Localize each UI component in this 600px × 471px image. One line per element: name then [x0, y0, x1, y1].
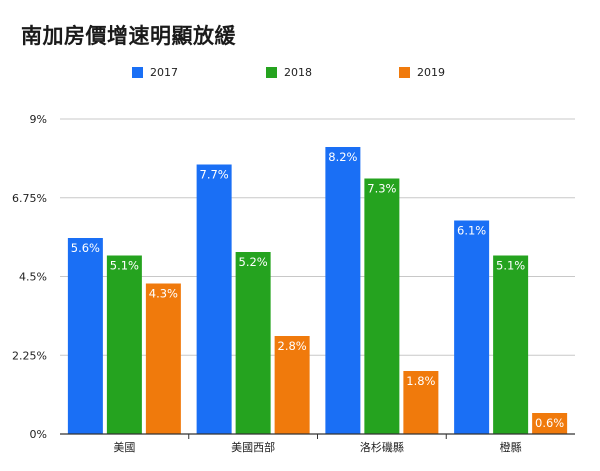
y-tick-label: 2.25%: [12, 349, 47, 362]
data-label: 7.3%: [367, 182, 396, 196]
data-label: 7.7%: [200, 168, 229, 182]
legend-item-2019: 2019: [399, 66, 445, 79]
bar-2017: [325, 147, 361, 434]
legend-label-2018: 2018: [284, 66, 312, 79]
data-label: 8.2%: [328, 150, 357, 164]
bar-2018: [493, 255, 529, 434]
bars: [67, 147, 568, 434]
legend-swatch-2018: [266, 67, 277, 78]
y-tick-label: 0%: [30, 428, 47, 441]
bar-2019: [145, 283, 181, 434]
axes: 0% 2.25% 4.5% 6.75% 9% 美國 美國西部 洛杉磯縣 橙縣: [12, 113, 575, 454]
data-label: 4.3%: [149, 287, 178, 301]
y-tick-label: 6.75%: [12, 192, 47, 205]
data-label: 6.1%: [457, 224, 486, 238]
legend: 2017 2018 2019: [0, 66, 600, 82]
legend-swatch-2019: [399, 67, 410, 78]
data-label: 0.6%: [535, 416, 564, 430]
bar-2019: [532, 413, 568, 434]
legend-item-2018: 2018: [266, 66, 312, 79]
data-label: 2.8%: [278, 339, 307, 353]
bar-2019: [403, 371, 439, 434]
chart-title: 南加房價增速明顯放緩: [21, 24, 236, 48]
bar-2018: [235, 252, 271, 434]
data-labels: 5.6% 5.1% 4.3% 7.7% 5.2% 2.8% 8.2% 7.3% 1.8% 6.1%…: [71, 150, 565, 430]
x-tick-label: 橙縣: [500, 440, 522, 454]
bar-2017: [196, 164, 232, 434]
y-tick-label: 9%: [30, 113, 47, 126]
data-label: 5.1%: [496, 259, 525, 273]
data-label: 5.2%: [239, 255, 268, 269]
data-label: 5.1%: [110, 259, 139, 273]
bar-2019: [274, 336, 310, 434]
legend-item-2017: 2017: [132, 66, 178, 79]
bar-2018: [106, 255, 142, 434]
gridlines: [60, 118, 575, 356]
bar-2018: [364, 178, 400, 434]
bar-2017: [67, 238, 103, 434]
data-label: 1.8%: [406, 374, 435, 388]
legend-label-2017: 2017: [150, 66, 178, 79]
y-tick-label: 4.5%: [19, 271, 47, 284]
bar-2017: [454, 220, 490, 434]
legend-swatch-2017: [132, 67, 143, 78]
x-tick-label: 洛杉磯縣: [360, 440, 404, 454]
x-tick-label: 美國西部: [231, 440, 275, 454]
legend-label-2019: 2019: [417, 66, 445, 79]
x-tick-label: 美國: [113, 441, 135, 454]
data-label: 5.6%: [71, 241, 100, 255]
